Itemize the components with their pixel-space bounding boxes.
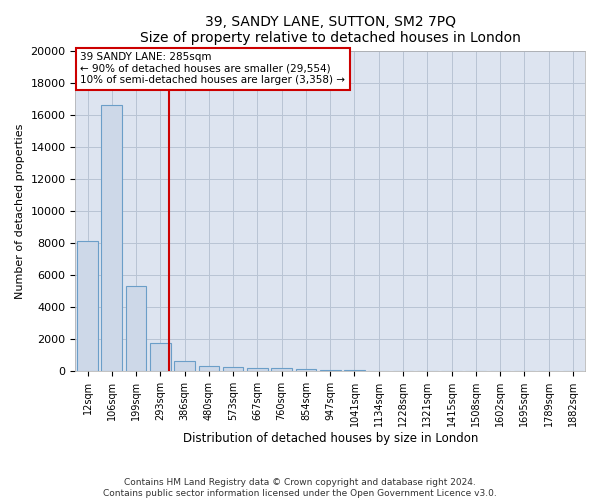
Bar [368, 370, 389, 371]
Y-axis label: Number of detached properties: Number of detached properties [15, 123, 25, 298]
Bar [126, 286, 146, 371]
X-axis label: Distribution of detached houses by size in London: Distribution of detached houses by size … [182, 432, 478, 445]
Bar [150, 343, 170, 371]
Bar [223, 367, 244, 371]
Bar [271, 368, 292, 371]
Bar [296, 370, 316, 371]
Bar [199, 366, 219, 371]
Text: 39 SANDY LANE: 285sqm
← 90% of detached houses are smaller (29,554)
10% of semi-: 39 SANDY LANE: 285sqm ← 90% of detached … [80, 52, 346, 86]
Bar [247, 368, 268, 371]
Bar [77, 242, 98, 371]
Text: Contains HM Land Registry data © Crown copyright and database right 2024.
Contai: Contains HM Land Registry data © Crown c… [103, 478, 497, 498]
Bar [344, 370, 365, 371]
Bar [174, 361, 195, 371]
Bar [320, 370, 341, 371]
Title: 39, SANDY LANE, SUTTON, SM2 7PQ
Size of property relative to detached houses in : 39, SANDY LANE, SUTTON, SM2 7PQ Size of … [140, 15, 521, 45]
Bar [101, 105, 122, 371]
